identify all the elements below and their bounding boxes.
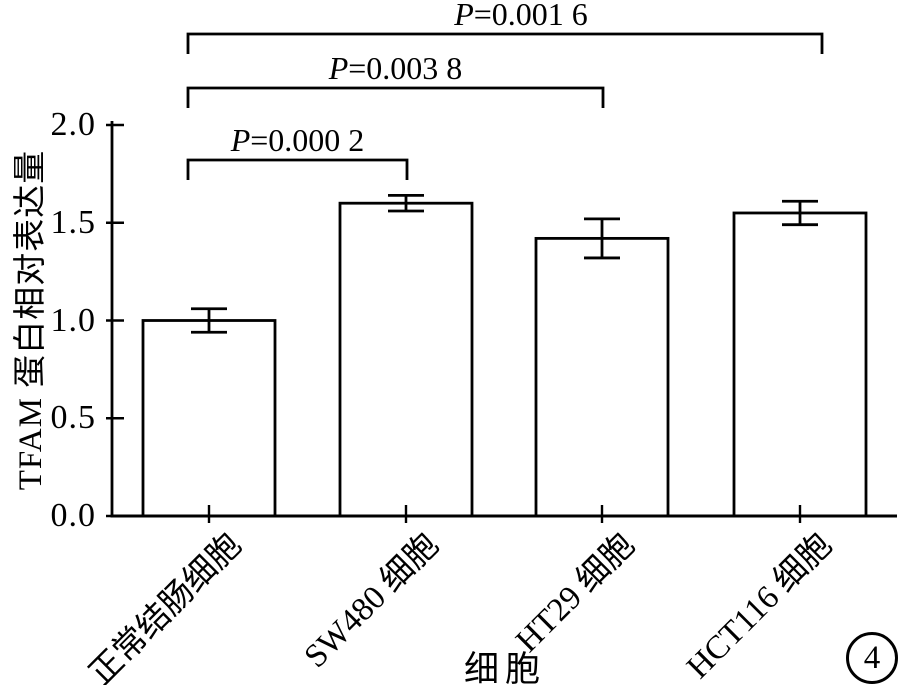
figure-number: 4 [863, 639, 881, 676]
bar-1 [338, 201, 474, 518]
significance-bracket-2 [186, 32, 824, 54]
bar-2 [534, 236, 670, 518]
figure-number-badge: 4 [846, 632, 898, 684]
p-value-label-2: P=0.001 6 [454, 0, 588, 32]
y-tick-label-0: 0.0 [50, 497, 96, 534]
p-value-label-0: P=0.000 2 [230, 122, 365, 158]
x-axis-title: 细胞 [463, 650, 546, 685]
significance-bracket-0 [186, 158, 409, 180]
bar-3 [732, 211, 868, 518]
p-value-label-1: P=0.003 8 [328, 50, 463, 86]
significance-bracket-1 [186, 86, 605, 108]
bar-0 [141, 319, 277, 518]
y-tick-label-4: 2.0 [50, 106, 96, 143]
y-tick-label-1: 0.5 [50, 399, 96, 437]
y-tick-label-2: 1.0 [50, 301, 96, 339]
y-tick-label-3: 1.5 [50, 203, 96, 241]
